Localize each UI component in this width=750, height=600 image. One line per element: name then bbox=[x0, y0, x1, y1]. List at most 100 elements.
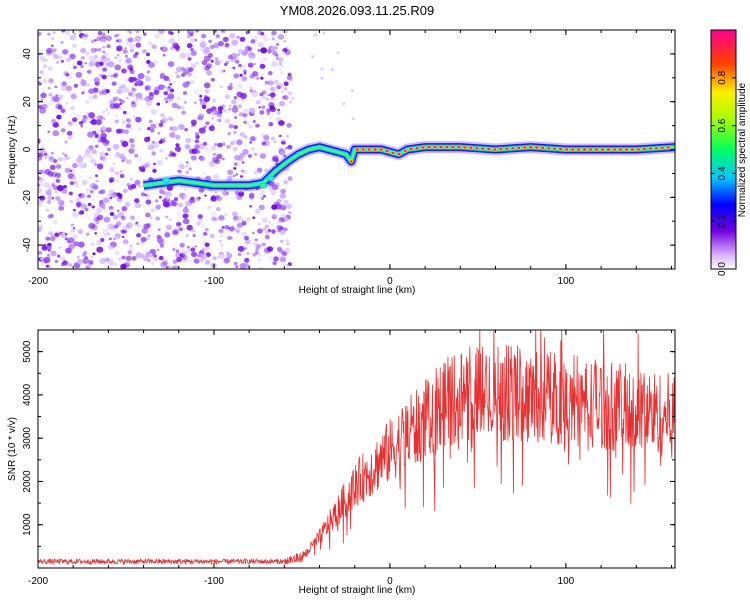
noise-speck bbox=[275, 57, 279, 60]
noise-speck bbox=[185, 137, 192, 144]
noise-speck bbox=[106, 147, 111, 152]
noise-speck bbox=[190, 33, 194, 37]
noise-speck bbox=[273, 256, 279, 262]
noise-speck bbox=[76, 258, 83, 265]
noise-speck bbox=[253, 62, 257, 66]
noise-speck bbox=[251, 44, 257, 51]
noise-speck bbox=[114, 250, 120, 256]
noise-speck bbox=[198, 196, 201, 200]
noise-speck bbox=[156, 248, 160, 251]
noise-speck bbox=[199, 94, 203, 98]
noise-speck bbox=[44, 168, 51, 175]
noise-speck bbox=[39, 83, 43, 86]
noise-speck bbox=[253, 36, 258, 40]
noise-speck bbox=[255, 78, 259, 81]
noise-speck bbox=[159, 123, 164, 128]
noise-speck bbox=[239, 73, 243, 77]
noise-speck bbox=[86, 69, 92, 74]
noise-speck bbox=[190, 119, 197, 126]
noise-speck bbox=[47, 195, 53, 201]
noise-speck bbox=[241, 221, 247, 226]
noise-speck bbox=[64, 167, 71, 173]
noise-speck bbox=[119, 99, 125, 104]
noise-speck bbox=[71, 117, 78, 123]
noise-speck bbox=[38, 177, 44, 183]
noise-speck bbox=[155, 204, 161, 210]
noise-speck bbox=[147, 127, 151, 131]
signal-peak bbox=[427, 145, 431, 149]
noise-speck bbox=[169, 126, 174, 131]
noise-speck bbox=[80, 203, 88, 210]
noise-speck bbox=[249, 141, 252, 144]
noise-speck bbox=[208, 125, 215, 132]
noise-speck bbox=[73, 83, 79, 88]
noise-speck bbox=[260, 31, 265, 36]
noise-speck bbox=[160, 113, 165, 118]
noise-speck bbox=[185, 170, 190, 174]
noise-speck bbox=[57, 156, 63, 162]
spectrogram-y-label: Frequency (Hz) bbox=[7, 116, 18, 185]
noise-speck bbox=[122, 110, 127, 115]
noise-speck bbox=[150, 166, 154, 170]
noise-speck bbox=[148, 94, 155, 100]
noise-speck bbox=[107, 193, 112, 198]
noise-speck bbox=[228, 124, 234, 129]
noise-speck bbox=[241, 76, 248, 82]
signal-peak bbox=[601, 148, 604, 151]
noise-speck bbox=[240, 92, 247, 100]
noise-speck bbox=[183, 68, 189, 74]
noise-speck bbox=[139, 97, 144, 101]
noise-speck bbox=[177, 169, 181, 173]
noise-speck bbox=[278, 62, 283, 66]
noise-speck bbox=[190, 63, 197, 69]
signal-peak bbox=[559, 147, 563, 151]
signal-peak bbox=[373, 148, 377, 151]
noise-speck bbox=[102, 228, 108, 234]
noise-speck bbox=[162, 54, 166, 57]
noise-speck bbox=[244, 48, 248, 51]
noise-speck bbox=[268, 122, 274, 127]
noise-speck bbox=[93, 217, 98, 222]
noise-speck bbox=[233, 262, 238, 266]
noise-speck bbox=[90, 39, 96, 44]
signal-peak bbox=[654, 147, 658, 150]
noise-speck bbox=[171, 102, 177, 108]
noise-speck bbox=[129, 244, 133, 248]
noise-speck bbox=[113, 72, 119, 77]
noise-speck bbox=[224, 94, 230, 99]
noise-speck bbox=[256, 124, 260, 128]
noise-speck bbox=[49, 213, 54, 218]
noise-speck bbox=[113, 74, 118, 79]
noise-speck bbox=[233, 216, 240, 223]
noise-speck bbox=[187, 258, 193, 263]
noise-speck bbox=[217, 142, 223, 148]
noise-speck bbox=[145, 227, 153, 234]
signal-peak bbox=[475, 147, 479, 150]
noise-speck bbox=[203, 96, 210, 102]
noise-speck bbox=[129, 178, 133, 181]
noise-speck bbox=[272, 154, 279, 161]
noise-speck bbox=[260, 47, 268, 54]
noise-speck bbox=[242, 148, 249, 155]
noise-speck bbox=[216, 112, 222, 118]
signal-peak bbox=[648, 147, 652, 150]
noise-speck bbox=[119, 170, 123, 174]
noise-speck bbox=[157, 228, 161, 231]
noise-speck bbox=[182, 72, 187, 76]
noise-speck bbox=[260, 73, 264, 77]
noise-speck bbox=[136, 242, 140, 245]
noise-speck bbox=[119, 173, 125, 179]
spectrogram-ytick-label: 20 bbox=[22, 96, 33, 108]
noise-speck bbox=[272, 88, 277, 92]
noise-speck bbox=[244, 257, 250, 263]
noise-speck bbox=[164, 203, 170, 208]
noise-speck bbox=[248, 124, 253, 129]
noise-speck bbox=[93, 77, 100, 83]
signal-peak bbox=[367, 148, 371, 151]
noise-speck bbox=[281, 95, 287, 100]
noise-speck bbox=[67, 121, 72, 125]
noise-speck bbox=[202, 172, 206, 175]
noise-speck bbox=[54, 232, 60, 237]
noise-speck bbox=[140, 236, 147, 243]
noise-speck bbox=[281, 218, 285, 222]
